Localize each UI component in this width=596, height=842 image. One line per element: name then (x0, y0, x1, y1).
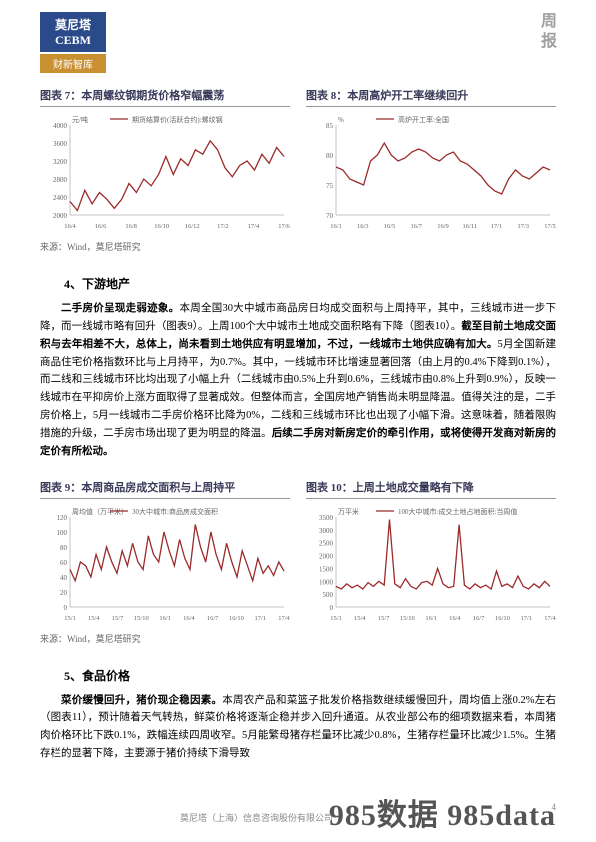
svg-text:16/11: 16/11 (462, 223, 477, 230)
svg-text:2400: 2400 (53, 194, 68, 202)
svg-text:17/1: 17/1 (491, 223, 503, 230)
svg-text:40: 40 (60, 574, 68, 582)
svg-text:15/10: 15/10 (400, 615, 415, 622)
svg-text:3500: 3500 (319, 514, 334, 522)
svg-text:17/4: 17/4 (248, 223, 260, 230)
svg-text:85: 85 (326, 122, 334, 130)
svg-text:16/3: 16/3 (357, 223, 369, 230)
chart10-title: 图表 10：上周土地成交量略有下降 (306, 479, 556, 499)
svg-text:75: 75 (326, 182, 334, 190)
svg-text:15/1: 15/1 (64, 615, 76, 622)
svg-text:20: 20 (60, 589, 68, 597)
svg-text:3000: 3000 (319, 526, 334, 534)
svg-text:%: % (338, 116, 344, 124)
svg-text:17/4: 17/4 (278, 615, 290, 622)
svg-text:16/1: 16/1 (159, 615, 171, 622)
svg-text:16/4: 16/4 (449, 615, 461, 622)
svg-text:0: 0 (64, 604, 68, 612)
svg-text:2800: 2800 (53, 176, 68, 184)
svg-text:16/12: 16/12 (185, 223, 200, 230)
svg-text:15/4: 15/4 (354, 615, 366, 622)
svg-text:15/7: 15/7 (378, 615, 390, 622)
svg-text:15/7: 15/7 (112, 615, 124, 622)
chart7: 2000 2400 2800 3200 3600 4000 16/4 16/6 16/8 16/1… (40, 111, 290, 231)
svg-text:16/7: 16/7 (410, 223, 422, 230)
svg-text:120: 120 (57, 514, 68, 522)
watermark: 985数据 985data (329, 790, 556, 834)
svg-text:万平米: 万平米 (338, 507, 359, 516)
svg-text:100: 100 (57, 529, 68, 537)
svg-text:16/10: 16/10 (154, 223, 169, 230)
source-row1: 来源：Wind，莫尼塔研究 (40, 240, 556, 253)
svg-text:15/4: 15/4 (88, 615, 100, 622)
svg-text:高炉开工率:全国: 高炉开工率:全国 (398, 115, 449, 124)
svg-text:16/6: 16/6 (95, 223, 107, 230)
svg-text:16/7: 16/7 (207, 615, 219, 622)
svg-text:16/9: 16/9 (437, 223, 449, 230)
svg-text:16/5: 16/5 (384, 223, 396, 230)
logo-sub: 财新智库 (40, 54, 106, 73)
section5-paragraph: 菜价缓慢回升，猪价现企稳因素。本周农产品和菜篮子批发价格指数继续缓慢回升，周均值… (40, 692, 556, 763)
svg-text:16/10: 16/10 (495, 615, 510, 622)
chart9-title: 图表 9：本周商品房成交面积与上周持平 (40, 479, 290, 499)
svg-text:15/10: 15/10 (134, 615, 149, 622)
svg-text:17/6: 17/6 (278, 223, 290, 230)
svg-text:期货结算价(活跃合约):螺纹钢: 期货结算价(活跃合约):螺纹钢 (132, 115, 223, 124)
svg-text:4000: 4000 (53, 122, 68, 130)
svg-text:16/4: 16/4 (64, 223, 76, 230)
chart8: 70 75 80 85 16/1 16/3 16/5 16/7 16/9 16/11 17/1 17/… (306, 111, 556, 231)
svg-text:16/1: 16/1 (330, 223, 342, 230)
svg-text:80: 80 (326, 152, 334, 160)
svg-text:500: 500 (323, 591, 334, 599)
chart7-title: 图表 7：本周螺纹钢期货价格窄幅震荡 (40, 87, 290, 107)
section5-title: 5、食品价格 (40, 667, 556, 684)
svg-text:17/3: 17/3 (517, 223, 529, 230)
svg-text:1000: 1000 (319, 578, 334, 586)
svg-text:3200: 3200 (53, 158, 68, 166)
chart8-title: 图表 8：本周高炉开工率继续回升 (306, 87, 556, 107)
svg-text:16/4: 16/4 (183, 615, 195, 622)
source-row2: 来源：Wind，莫尼塔研究 (40, 632, 556, 645)
logo-main: 莫尼塔 CEBM (40, 12, 106, 52)
svg-text:17/1: 17/1 (254, 615, 266, 622)
svg-text:17/1: 17/1 (520, 615, 532, 622)
chart9: 0 20 40 60 80 100 120 15/1 15/4 15/7 15/10 16/1 16/4… (40, 503, 290, 623)
svg-text:16/7: 16/7 (473, 615, 485, 622)
svg-text:元/吨: 元/吨 (72, 115, 88, 124)
svg-text:16/10: 16/10 (229, 615, 244, 622)
svg-text:70: 70 (326, 212, 334, 220)
svg-text:80: 80 (60, 544, 68, 552)
svg-text:2000: 2000 (319, 552, 334, 560)
footer-company: 莫尼塔（上海）信息咨询股份有限公司 (180, 811, 333, 824)
svg-text:30大中城市:商品房成交面积: 30大中城市:商品房成交面积 (132, 507, 218, 516)
svg-text:15/1: 15/1 (330, 615, 342, 622)
svg-text:0: 0 (330, 604, 334, 612)
svg-text:1500: 1500 (319, 565, 334, 573)
svg-text:17/5: 17/5 (544, 223, 556, 230)
chart10: 0 500 1000 1500 2000 2500 3000 3500 15/1 15/4 15/7… (306, 503, 556, 623)
svg-text:2000: 2000 (53, 212, 68, 220)
svg-text:2500: 2500 (319, 539, 334, 547)
svg-text:17/4: 17/4 (544, 615, 556, 622)
section4-title: 4、下游地产 (40, 275, 556, 292)
svg-text:60: 60 (60, 559, 68, 567)
svg-text:16/8: 16/8 (125, 223, 137, 230)
svg-text:16/1: 16/1 (425, 615, 437, 622)
svg-text:17/2: 17/2 (217, 223, 229, 230)
svg-text:100大中城市:成交土地占地面积:当周值: 100大中城市:成交土地占地面积:当周值 (398, 507, 517, 516)
report-type: 周报 (537, 12, 556, 52)
svg-text:3600: 3600 (53, 140, 68, 148)
section4-paragraph: 二手房价呈现走弱迹象。本周全国30大中城市商品房日均成交面积与上周持平，其中，三… (40, 300, 556, 461)
